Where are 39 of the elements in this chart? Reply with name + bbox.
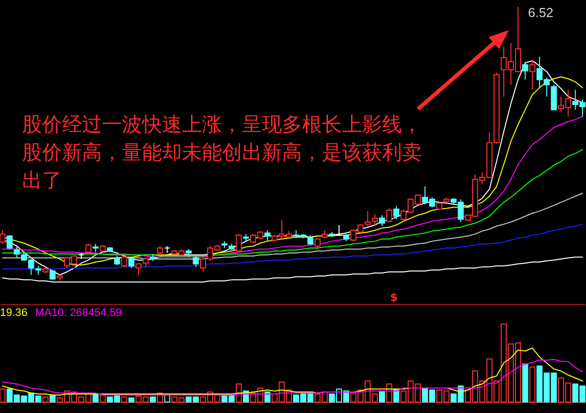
text: MA10: 268454.59 [35, 306, 122, 320]
bar [393, 389, 400, 402]
candlestick [314, 238, 321, 250]
candlestick [364, 210, 371, 227]
candlestick [192, 255, 199, 268]
annotation: 股价经过一波快速上涨，呈现多根长上影线，股价新高，量能却未能创出新高，是该获利卖出了 [22, 111, 423, 194]
bar [379, 392, 386, 402]
candlestick [121, 255, 128, 268]
candlestick [522, 61, 528, 80]
candlestick [379, 214, 386, 227]
candlestick [236, 234, 242, 253]
bar [50, 394, 56, 402]
candlestick [35, 265, 42, 276]
candlestick [50, 269, 56, 280]
candlestick [14, 246, 20, 258]
bar [128, 398, 134, 402]
text: $ [390, 291, 398, 305]
bar [522, 364, 528, 402]
bar [100, 394, 106, 402]
bar [121, 396, 128, 402]
annotation: 6.52 [528, 5, 554, 21]
candlestick [393, 206, 400, 220]
bar [150, 396, 156, 402]
candlestick [372, 214, 378, 227]
candlestick [142, 257, 149, 268]
bar [42, 396, 48, 402]
candlestick [529, 59, 536, 90]
candlestick [6, 234, 13, 250]
candlestick [336, 224, 342, 236]
candlestick [136, 262, 142, 276]
text: 19.36 [0, 306, 28, 320]
bar [92, 394, 99, 402]
candlestick [264, 230, 270, 242]
candlestick [114, 255, 120, 266]
bar [529, 366, 536, 402]
candlestick [85, 243, 92, 255]
candlestick [386, 208, 392, 223]
candlestick [128, 256, 134, 269]
candlestick [550, 84, 557, 110]
